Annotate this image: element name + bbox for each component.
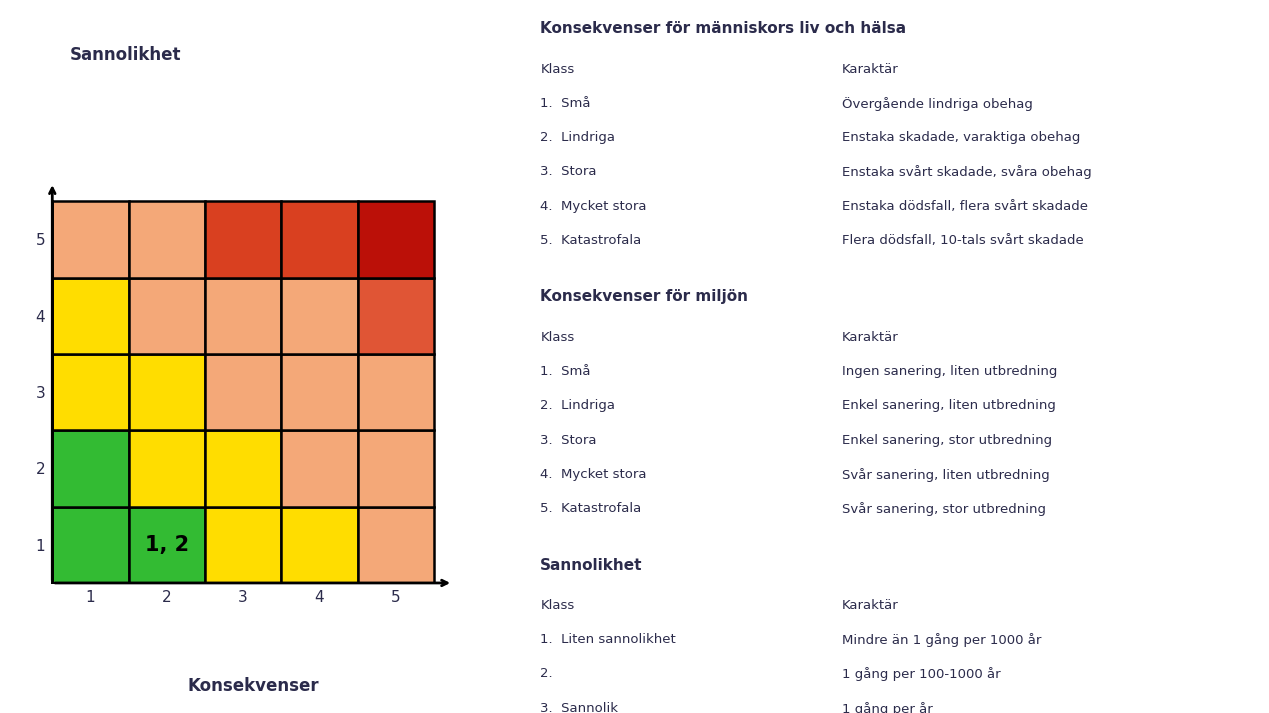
Text: 2.  Lindriga: 2. Lindriga	[541, 131, 615, 144]
Bar	[128, 507, 206, 583]
Bar	[128, 431, 206, 507]
Bar	[206, 431, 282, 507]
Bar	[128, 201, 206, 277]
Text: Karaktär: Karaktär	[843, 599, 898, 612]
Bar	[52, 354, 128, 431]
Bar	[206, 201, 282, 277]
Text: Flera dödsfall, 10-tals svårt skadade: Flera dödsfall, 10-tals svårt skadade	[843, 234, 1084, 247]
Text: 4.  Mycket stora: 4. Mycket stora	[541, 200, 647, 212]
Bar	[358, 507, 434, 583]
Text: 4.  Mycket stora: 4. Mycket stora	[541, 468, 647, 481]
Text: Sannolikhet: Sannolikhet	[541, 558, 643, 573]
Text: 5.  Katastrofala: 5. Katastrofala	[541, 234, 642, 247]
Text: Enstaka svårt skadade, svåra obehag: Enstaka svårt skadade, svåra obehag	[843, 165, 1091, 180]
Text: Enkel sanering, liten utbredning: Enkel sanering, liten utbredning	[843, 399, 1056, 412]
Text: 3.  Stora: 3. Stora	[541, 434, 596, 446]
Text: 2.: 2.	[541, 667, 553, 680]
Text: Klass: Klass	[541, 599, 575, 612]
Bar	[52, 507, 128, 583]
Bar	[282, 431, 358, 507]
Text: Svår sanering, stor utbredning: Svår sanering, stor utbredning	[843, 502, 1046, 516]
Text: Karaktär: Karaktär	[843, 63, 898, 76]
Bar	[358, 431, 434, 507]
Text: Övergående lindriga obehag: Övergående lindriga obehag	[843, 97, 1033, 111]
Bar	[128, 277, 206, 354]
Text: Konsekvenser: Konsekvenser	[188, 677, 320, 695]
Bar	[358, 354, 434, 431]
Text: Enstaka dödsfall, flera svårt skadade: Enstaka dödsfall, flera svårt skadade	[843, 200, 1088, 212]
Text: 1.  Små: 1. Små	[541, 365, 591, 378]
Text: 5.  Katastrofala: 5. Katastrofala	[541, 502, 642, 515]
Bar	[52, 201, 128, 277]
Text: 1, 2: 1, 2	[145, 535, 189, 555]
Text: Enkel sanering, stor utbredning: Enkel sanering, stor utbredning	[843, 434, 1052, 446]
Bar	[52, 431, 128, 507]
Text: Mindre än 1 gång per 1000 år: Mindre än 1 gång per 1000 år	[843, 633, 1042, 647]
Text: 1 gång per 100-1000 år: 1 gång per 100-1000 år	[843, 667, 1001, 682]
Text: Konsekvenser för miljön: Konsekvenser för miljön	[541, 289, 749, 304]
Bar	[358, 201, 434, 277]
Text: Klass: Klass	[541, 63, 575, 76]
Bar	[52, 277, 128, 354]
Text: 1.  Liten sannolikhet: 1. Liten sannolikhet	[541, 633, 676, 646]
Text: Svår sanering, liten utbredning: Svår sanering, liten utbredning	[843, 468, 1049, 482]
Text: Konsekvenser för människors liv och hälsa: Konsekvenser för människors liv och häls…	[541, 21, 906, 36]
Bar	[358, 277, 434, 354]
Text: Karaktär: Karaktär	[843, 331, 898, 344]
Text: Enstaka skadade, varaktiga obehag: Enstaka skadade, varaktiga obehag	[843, 131, 1080, 144]
Bar	[282, 277, 358, 354]
Bar	[206, 277, 282, 354]
Bar	[282, 507, 358, 583]
Text: Klass: Klass	[541, 331, 575, 344]
Bar	[282, 354, 358, 431]
Text: 1 gång per år: 1 gång per år	[843, 702, 933, 713]
Text: 3.  Stora: 3. Stora	[541, 165, 596, 178]
Text: 3.  Sannolik: 3. Sannolik	[541, 702, 618, 713]
Bar	[128, 354, 206, 431]
Bar	[206, 354, 282, 431]
Text: 2.  Lindriga: 2. Lindriga	[541, 399, 615, 412]
Text: 1.  Små: 1. Små	[541, 97, 591, 110]
Bar	[282, 201, 358, 277]
Text: Sannolikhet: Sannolikhet	[70, 46, 181, 64]
Text: Ingen sanering, liten utbredning: Ingen sanering, liten utbredning	[843, 365, 1057, 378]
Bar	[206, 507, 282, 583]
